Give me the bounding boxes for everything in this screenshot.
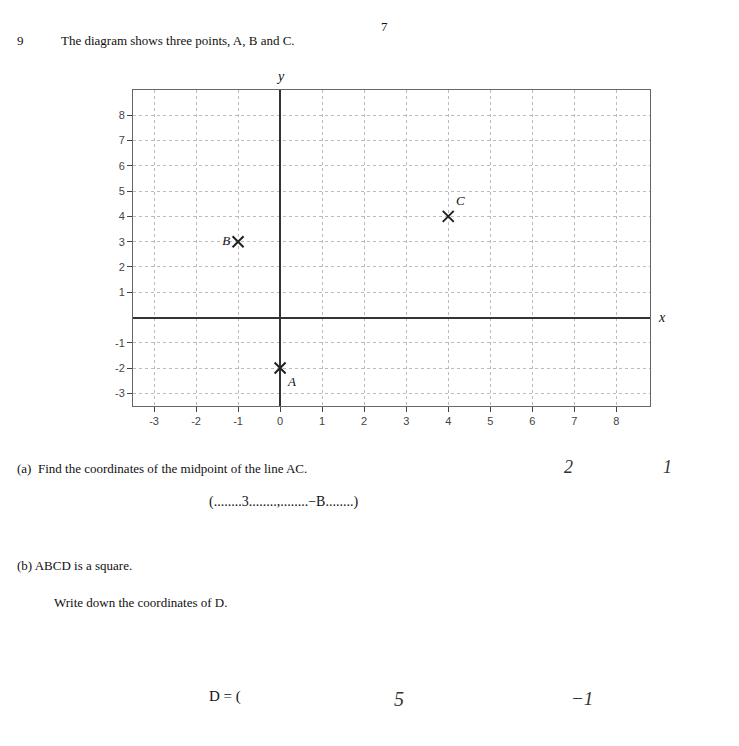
svg-text:1: 1 xyxy=(119,286,125,298)
svg-text:-3: -3 xyxy=(149,415,159,427)
svg-text:8: 8 xyxy=(613,415,619,427)
svg-text:(b) ABCD is a square.: (b) ABCD is a square. xyxy=(17,558,132,573)
svg-text:The diagram shows three points: The diagram shows three points, A, B and… xyxy=(61,33,295,48)
svg-text:-2: -2 xyxy=(115,362,125,374)
svg-text:9: 9 xyxy=(17,33,24,48)
svg-text:5: 5 xyxy=(394,688,404,710)
svg-text:3: 3 xyxy=(403,415,409,427)
svg-text:A: A xyxy=(287,374,296,389)
svg-text:0: 0 xyxy=(277,415,283,427)
svg-text:(a) Find the coordinates of t: (a) Find the coordinates of the midpoint… xyxy=(17,461,307,476)
svg-text:5: 5 xyxy=(119,185,125,197)
svg-text:B: B xyxy=(222,233,230,248)
svg-text:2: 2 xyxy=(361,415,367,427)
svg-text:-1: -1 xyxy=(115,337,125,349)
svg-text:3: 3 xyxy=(119,236,125,248)
svg-text:6: 6 xyxy=(119,160,125,172)
svg-text:4: 4 xyxy=(445,415,451,427)
svg-text:4: 4 xyxy=(119,210,125,222)
svg-text:6: 6 xyxy=(529,415,535,427)
svg-text:7: 7 xyxy=(119,134,125,146)
svg-text:C: C xyxy=(456,193,465,208)
svg-text:D = (: D = ( xyxy=(209,688,241,705)
svg-text:x: x xyxy=(658,310,666,325)
svg-text:2: 2 xyxy=(564,457,573,477)
svg-text:7: 7 xyxy=(381,19,388,34)
svg-text:−1: −1 xyxy=(571,688,593,709)
svg-text:-1: -1 xyxy=(233,415,243,427)
svg-text:8: 8 xyxy=(119,109,125,121)
svg-text:5: 5 xyxy=(487,415,493,427)
svg-text:y: y xyxy=(276,69,285,84)
svg-text:1: 1 xyxy=(319,415,325,427)
svg-text:7: 7 xyxy=(571,415,577,427)
svg-text:-3: -3 xyxy=(115,387,125,399)
svg-text:(........3........,........−B.: (........3........,........−B........) xyxy=(209,494,358,510)
svg-text:2: 2 xyxy=(119,261,125,273)
svg-text:-2: -2 xyxy=(191,415,201,427)
svg-text:1: 1 xyxy=(663,457,672,477)
svg-text:Write down the coordinates of: Write down the coordinates of D. xyxy=(54,595,227,610)
